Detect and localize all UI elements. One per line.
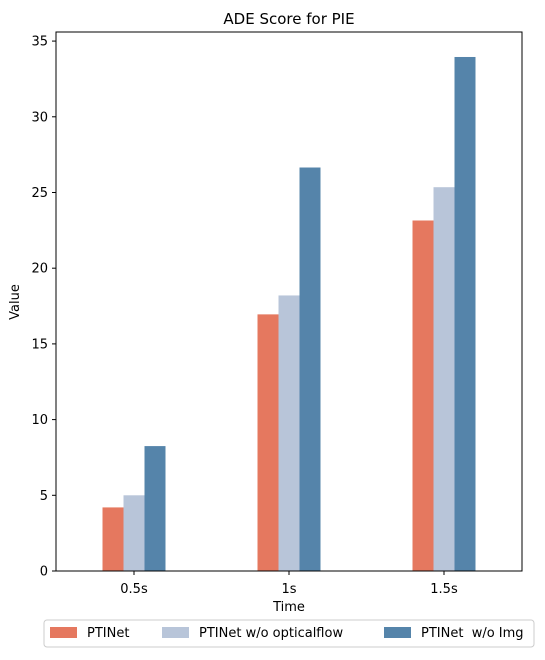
legend-label-1: PTINet <box>87 626 129 641</box>
bar-3-2 <box>299 167 321 571</box>
legend-swatch-3 <box>384 627 411 638</box>
x-tick-label: 0.5s <box>120 582 148 597</box>
bar-1-1 <box>102 507 124 571</box>
y-tick-label: 30 <box>31 110 48 125</box>
y-tick-label: 5 <box>40 489 48 504</box>
y-tick-label: 0 <box>40 565 48 580</box>
y-axis: 0 5 10 15 20 25 30 35 <box>31 35 56 580</box>
legend-label-3: PTINet w/o Img <box>421 626 524 641</box>
legend-swatch-2 <box>162 627 189 638</box>
bar-2-2 <box>278 295 300 571</box>
bars-group <box>102 56 476 571</box>
x-tick-label: 1s <box>281 582 296 597</box>
x-axis-label: Time <box>272 600 305 615</box>
chart-title: ADE Score for PIE <box>223 10 354 28</box>
y-tick-label: 15 <box>31 337 48 352</box>
legend: PTINet PTINet w/o opticalflow PTINet w/o I… <box>43 619 535 648</box>
bar-1-2 <box>257 314 279 571</box>
bar-1-3 <box>412 220 434 571</box>
bar-2-1 <box>123 495 145 571</box>
bar-2-3 <box>433 187 455 571</box>
y-axis-label: Value <box>8 284 23 320</box>
legend-label-2: PTINet w/o opticalflow <box>199 626 343 641</box>
legend-swatch-1 <box>50 627 77 638</box>
y-tick-label: 10 <box>31 413 48 428</box>
bar-3-3 <box>454 56 476 571</box>
x-axis: 0.5s 1s 1.5s <box>120 571 458 597</box>
y-tick-label: 25 <box>31 186 48 201</box>
y-tick-label: 20 <box>31 262 48 277</box>
y-tick-label: 35 <box>31 35 48 50</box>
legend-frame <box>43 619 535 648</box>
bar-3-1 <box>144 446 166 571</box>
x-tick-label: 1.5s <box>430 582 458 597</box>
legend-items: PTINet PTINet w/o opticalflow PTINet w/o I… <box>50 626 524 641</box>
